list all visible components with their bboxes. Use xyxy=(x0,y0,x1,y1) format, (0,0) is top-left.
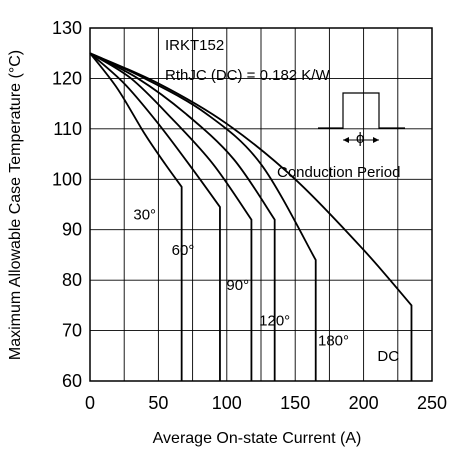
y-tick-label: 60 xyxy=(62,371,82,391)
x-tick-label: 0 xyxy=(85,393,95,413)
curve-label: 90° xyxy=(226,277,249,294)
x-tick-label: 150 xyxy=(280,393,310,413)
curve-label: 180° xyxy=(318,333,349,350)
x-tick-label: 50 xyxy=(148,393,168,413)
x-tick-label: 200 xyxy=(349,393,379,413)
y-tick-label: 120 xyxy=(52,68,82,88)
y-tick-label: 70 xyxy=(62,321,82,341)
x-tick-label: 250 xyxy=(417,393,447,413)
conduction-period-label: Conduction Period xyxy=(277,164,400,181)
x-axis-label: Average On-state Current (A) xyxy=(153,430,362,447)
y-tick-label: 80 xyxy=(62,270,82,290)
curve-label: DC xyxy=(377,348,399,365)
conduction-period-icon: ϕ xyxy=(318,93,405,147)
y-tick-label: 90 xyxy=(62,220,82,240)
curve-label: 60° xyxy=(172,242,195,259)
y-tick-label: 110 xyxy=(53,119,82,139)
y-axis-label: Maximum Allowable Case Temperature (°C) xyxy=(7,50,24,360)
rth-label: RthJC (DC) = 0.182 K/W xyxy=(165,67,330,84)
curve-label: 30° xyxy=(133,207,156,224)
y-tick-label: 100 xyxy=(52,169,82,189)
x-tick-label: 100 xyxy=(212,393,242,413)
curve-labels: 30° 60° 90° 120° 180° DC xyxy=(133,207,399,365)
phi-label: ϕ xyxy=(356,130,364,147)
device-label: IRKT152 xyxy=(165,37,224,54)
y-tick-label: 130 xyxy=(52,18,82,38)
curve-label: 120° xyxy=(259,313,290,330)
